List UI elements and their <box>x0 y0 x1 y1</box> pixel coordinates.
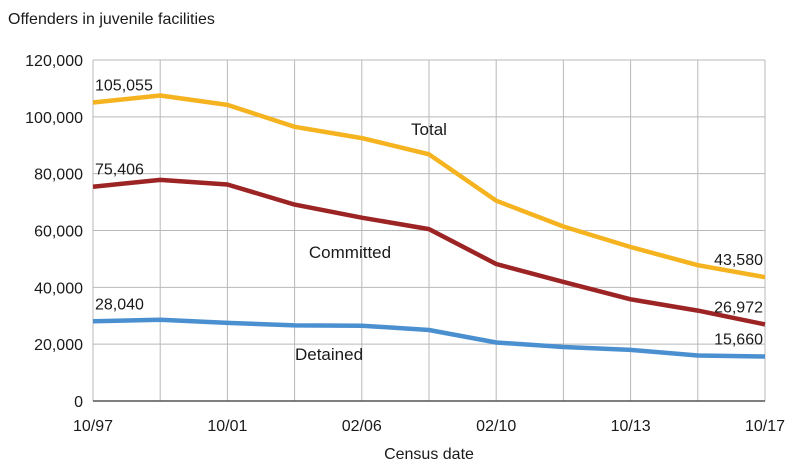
series-label-detained: Detained <box>295 345 363 364</box>
data-label: 15,660 <box>714 331 763 348</box>
x-tick-label: 10/13 <box>611 418 651 435</box>
series-line-committed <box>92 177 766 327</box>
y-tick-label: 20,000 <box>34 337 83 354</box>
y-tick-label: 60,000 <box>34 224 83 241</box>
data-label: 26,972 <box>714 299 763 316</box>
plot-grid <box>92 59 766 402</box>
series-label-committed: Committed <box>309 243 391 262</box>
chart-title: Offenders in juvenile facilities <box>8 11 215 28</box>
y-tick-label: 80,000 <box>34 167 83 184</box>
series-lines <box>92 93 766 359</box>
x-tick-label: 02/06 <box>342 418 382 435</box>
series-line-total <box>92 93 766 280</box>
data-label: 105,055 <box>95 77 153 94</box>
y-axis-ticks: 0 20,000 40,000 60,000 80,000 100,000 120,000 <box>25 53 83 411</box>
y-tick-label: 100,000 <box>25 110 83 127</box>
y-tick-label: 40,000 <box>34 280 83 297</box>
data-label: 75,406 <box>95 162 144 179</box>
series-line-detained <box>92 317 766 359</box>
data-label: 43,580 <box>714 252 763 269</box>
data-labels: 105,055 75,406 28,040 43,580 26,972 15,660 <box>95 77 763 348</box>
x-tick-label: 10/17 <box>745 418 785 435</box>
data-label: 28,040 <box>95 296 144 313</box>
x-axis-label: Census date <box>384 446 474 463</box>
x-axis-ticks: 10/97 10/01 02/06 02/10 10/13 10/17 <box>73 418 785 435</box>
series-label-total: Total <box>411 120 447 139</box>
x-tick-label: 10/97 <box>73 418 113 435</box>
y-tick-label: 120,000 <box>25 53 83 70</box>
series-labels: Total Committed Detained <box>295 120 447 364</box>
y-tick-label: 0 <box>74 394 83 411</box>
x-tick-label: 10/01 <box>207 418 247 435</box>
x-tick-label: 02/10 <box>476 418 516 435</box>
